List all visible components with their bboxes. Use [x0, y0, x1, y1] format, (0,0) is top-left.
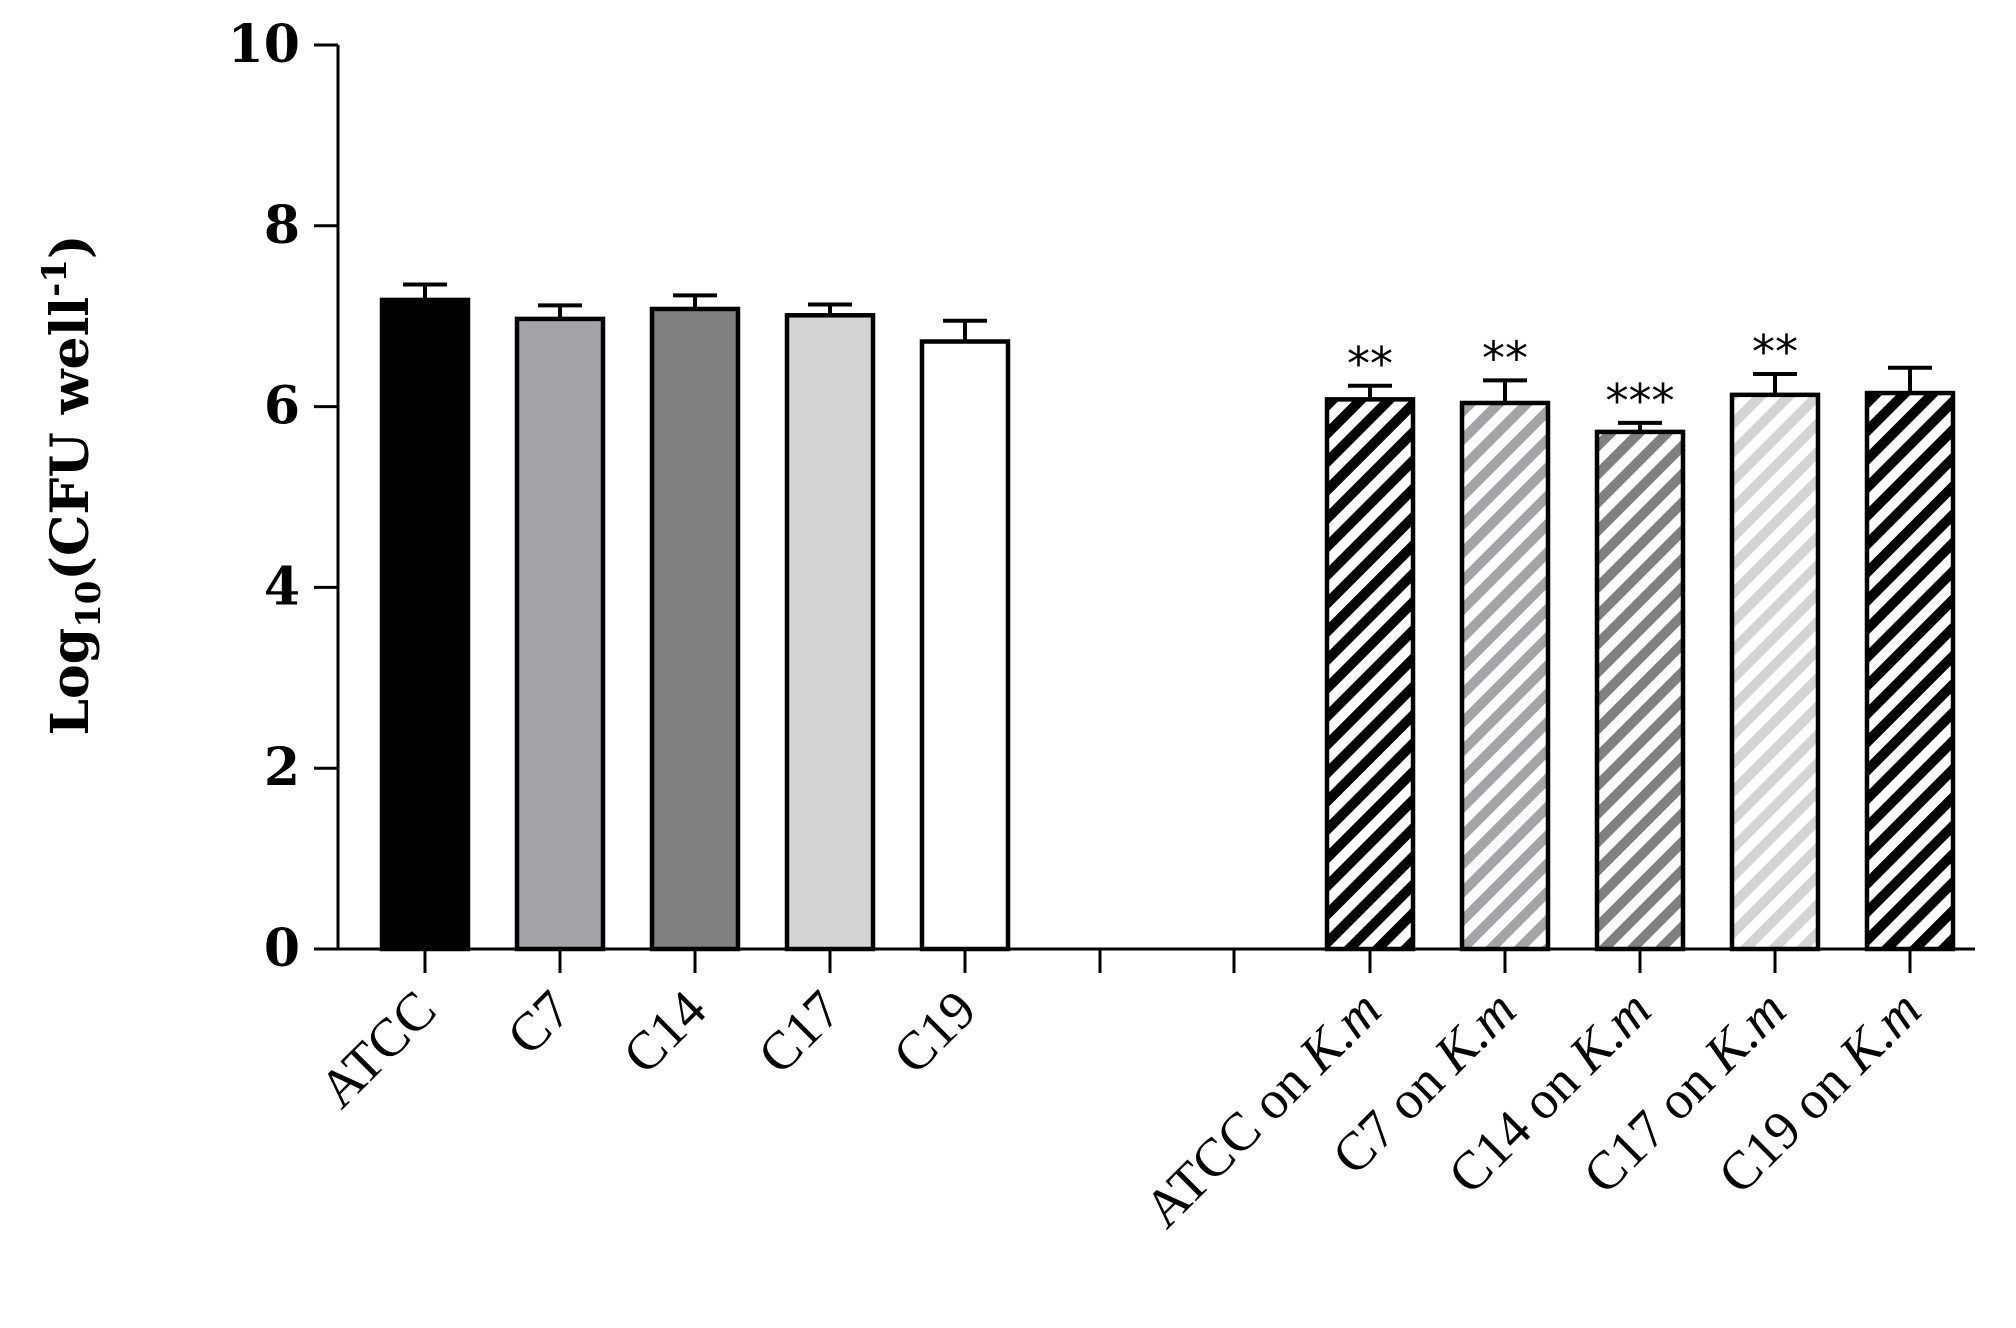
y-tick-label: 2 — [264, 737, 300, 798]
bar — [919, 339, 1011, 952]
x-tick-label: C17 — [746, 979, 852, 1085]
y-axis-label: Log10(CFU well-1) — [35, 234, 109, 735]
significance-marker: *** — [1606, 374, 1675, 428]
y-tick-label: 0 — [264, 918, 300, 979]
y-tick-label: 6 — [264, 376, 300, 437]
bar — [784, 313, 876, 952]
x-tick-label: C7 — [495, 979, 582, 1066]
bar — [1459, 400, 1551, 952]
plot-area: ** ******* — [379, 282, 1956, 952]
significance-marker: ** — [1347, 337, 1393, 391]
y-tick-label: 8 — [264, 195, 300, 256]
y-tick-label: 10 — [228, 14, 300, 75]
x-tick-label: ATCC — [307, 979, 447, 1119]
bar — [1864, 390, 1956, 952]
y-tick-label: 4 — [264, 556, 300, 617]
bar — [1324, 397, 1416, 952]
y-axis-ticks: 0 2 4 6 8 10 — [228, 14, 338, 979]
bar — [649, 306, 741, 952]
x-tick-label: C14 — [611, 979, 717, 1085]
x-tick-label: ATCC on K.m — [1133, 979, 1393, 1239]
bar — [1594, 429, 1686, 952]
significance-marker: ** — [1482, 331, 1528, 385]
bar — [379, 297, 471, 952]
x-tick-label: C19 — [881, 979, 987, 1085]
bar — [1729, 392, 1821, 952]
bar — [514, 316, 606, 952]
significance-marker: ** — [1752, 325, 1798, 379]
